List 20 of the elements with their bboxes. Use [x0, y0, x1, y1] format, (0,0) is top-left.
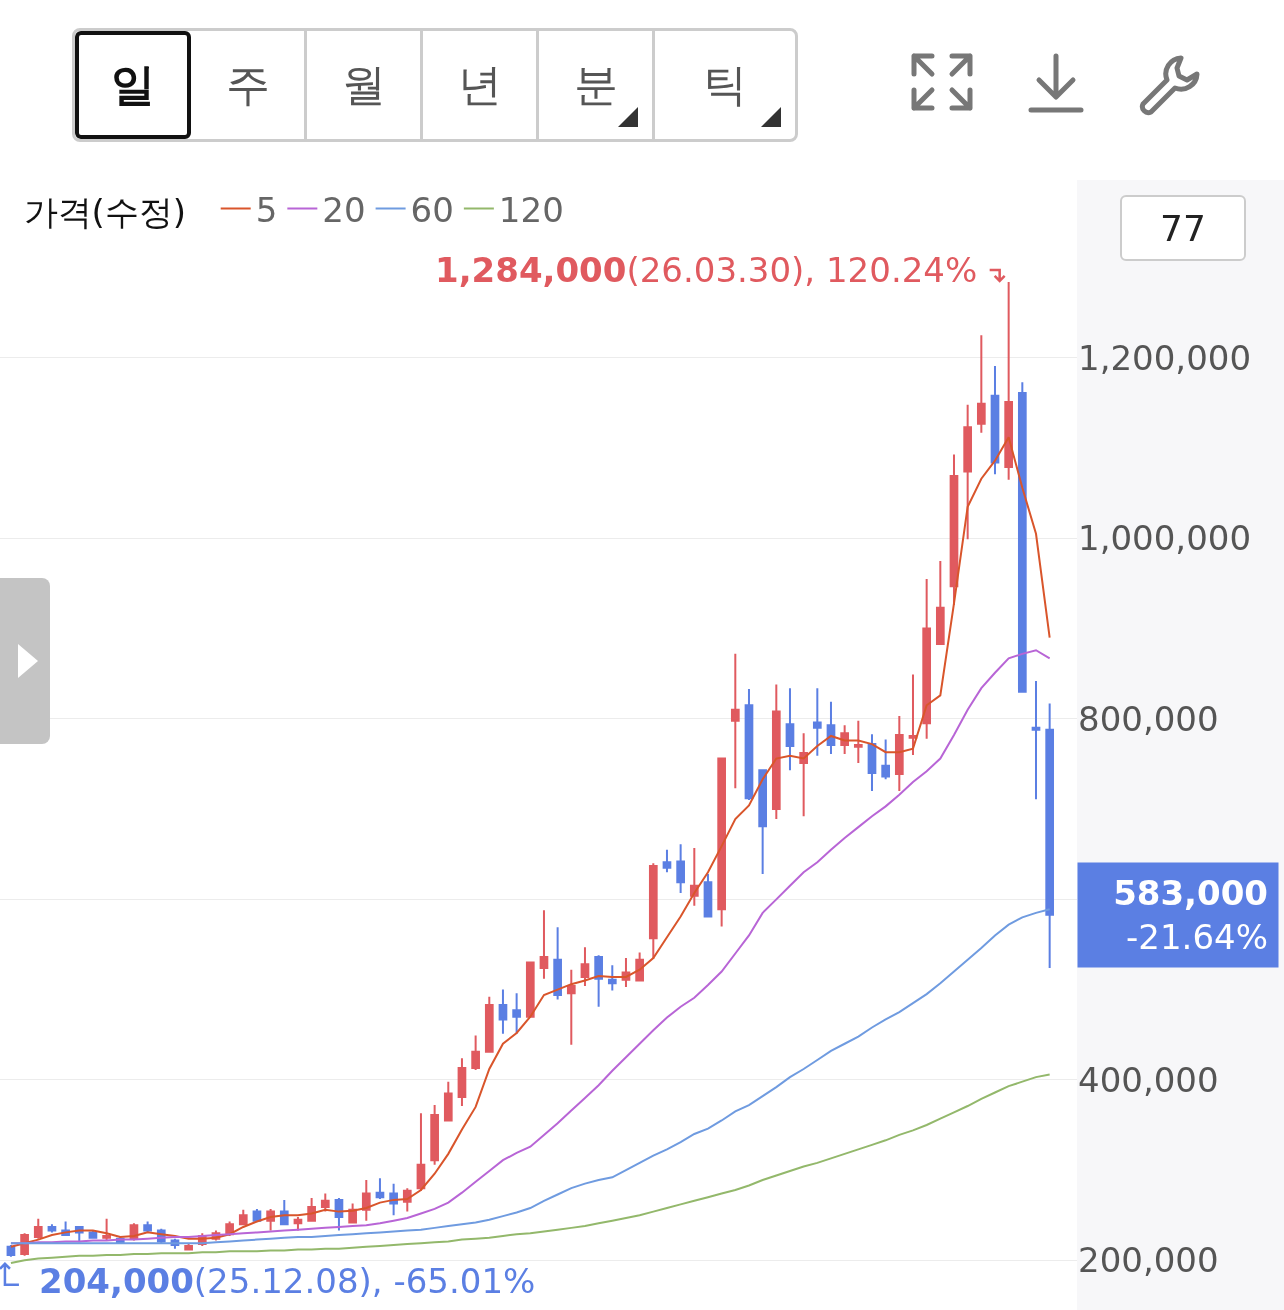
text: 월 [307, 31, 423, 139]
text: 분 [539, 31, 655, 139]
y-tick-label: 800,000 [1078, 698, 1219, 739]
y-tick-label: 400,000 [1078, 1059, 1219, 1100]
y-tick-label: 1,200,000 [1078, 337, 1252, 378]
y-tick-label: 200,000 [1078, 1240, 1219, 1281]
annotation: 1,284,000(26.03.30), 120.24% [435, 250, 978, 290]
text: 일 [75, 31, 191, 139]
legend-label: 120 [498, 189, 564, 230]
legend-label: 5 [255, 189, 278, 230]
annotation: 204,000(25.12.08), -65.01% [39, 1261, 536, 1301]
text: 583,000 -21.64% [1113, 873, 1268, 958]
legend-label: 20 [322, 189, 366, 230]
legend-label: 60 [410, 189, 454, 230]
text: 틱 [702, 57, 748, 112]
text: 주 [191, 31, 307, 139]
text: 년 [423, 31, 539, 139]
text: 77 [1120, 195, 1246, 261]
legend-title: 가격(수정) [23, 192, 208, 233]
y-tick-label: 1,000,000 [1078, 518, 1252, 559]
